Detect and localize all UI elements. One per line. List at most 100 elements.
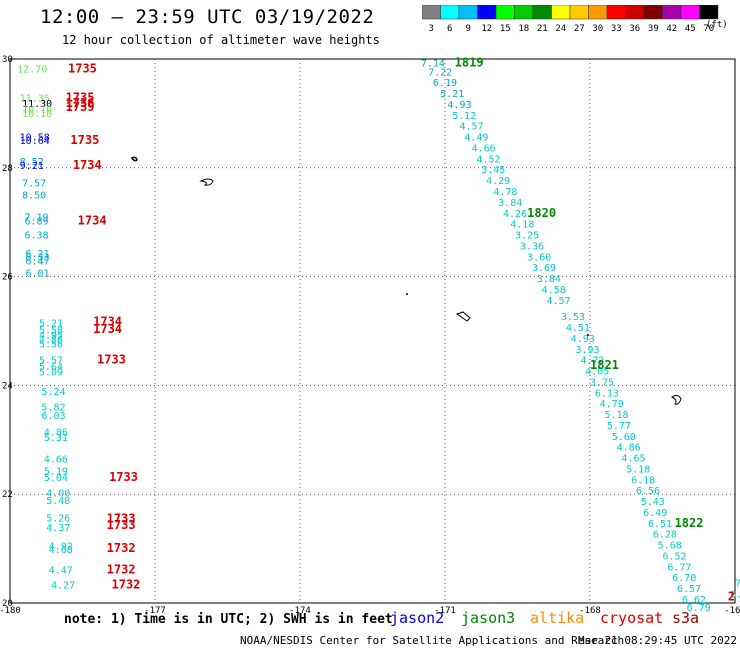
wave-height-value: 6.77 <box>667 562 691 573</box>
note-text: note: 1) Time is in UTC; 2) SWH is in fe… <box>64 612 393 627</box>
wave-height-value: 5.57 <box>39 356 63 367</box>
wave-height-value: 10.10 <box>22 104 52 115</box>
color-scale-label: 33 <box>611 24 622 34</box>
wave-height-value: 6.19 <box>433 78 457 89</box>
wave-height-value: 4.93 <box>447 100 471 111</box>
wave-height-value: 4.57 <box>460 122 484 133</box>
pass-time-label: 1733 <box>107 518 136 532</box>
wave-height-value: 6.13 <box>595 388 619 399</box>
wave-height-value: 4.66 <box>44 455 68 466</box>
pass-time-label: 1732 <box>107 541 136 555</box>
wave-height-value: 4.51 <box>566 323 590 334</box>
wave-height-value: 4.37 <box>46 523 70 534</box>
wave-height-value: 3.93 <box>576 345 600 356</box>
pass-time-label: 1732 <box>107 563 136 577</box>
wave-height-value: 6.01 <box>25 269 49 280</box>
map-axes: -180 -177 -174 -171 -168 -165 30 28 26 24 22 20 <box>0 55 740 616</box>
wave-height-value: 4.86 <box>617 443 641 454</box>
wave-height-value: 5.04 <box>44 473 68 484</box>
wave-height-value: 12.70 <box>17 65 47 76</box>
chart-subtitle: 12 hour collection of altimeter wave hei… <box>62 33 380 47</box>
wave-height-value: 4.95 <box>39 331 63 342</box>
color-scale-legend: 3 6 9 12 15 18 21 24 27 30 33 36 39 42 45 70 <box>422 5 719 34</box>
wave-height-value: 5.18 <box>605 410 629 421</box>
color-scale-label: 21 <box>537 24 548 34</box>
wave-height-value: 6.21 <box>25 249 49 260</box>
island-outline <box>671 394 682 405</box>
wave-height-value: 4.86 <box>44 427 68 438</box>
wave-height-value: 6.57 <box>677 584 701 595</box>
wave-height-value: 4.92 <box>49 542 73 553</box>
island-outline <box>130 156 138 162</box>
wave-height-value: 6.51 <box>648 519 672 530</box>
pass-time-label: 1735 <box>66 90 95 104</box>
lon-tick-label: -165 <box>724 606 740 616</box>
island-outline <box>199 178 214 186</box>
lat-tick-label: 24 <box>2 381 13 391</box>
wave-height-value: 3.69 <box>532 263 556 274</box>
wave-height-value: 4.00 <box>46 488 70 499</box>
wave-height-value: 5.09 <box>39 368 63 379</box>
wave-height-value: 5.21 <box>39 319 63 330</box>
pass-time-label: 1735 <box>70 133 99 147</box>
pass-time-label: 1734 <box>73 158 102 172</box>
wave-height-value: 3.53 <box>561 312 585 323</box>
color-scale-label: 3 <box>429 24 434 34</box>
wave-height-value: 7.54 <box>735 579 740 590</box>
color-scale-label: 12 <box>481 24 492 34</box>
wave-height-value: 6.47 <box>25 257 49 268</box>
color-scale-label: 45 <box>685 24 696 34</box>
chart-title: 12:00 – 23:59 UTC 03/19/2022 <box>40 6 375 28</box>
wave-height-value: 4.72 <box>580 356 604 367</box>
wave-height-value: 4.29 <box>486 176 510 187</box>
wave-height-value: 4.93 <box>571 334 595 345</box>
lat-tick-label: 22 <box>2 490 13 500</box>
satellite-legend-altika: altika <box>530 609 585 627</box>
lat-tick-label: 30 <box>2 55 13 65</box>
color-scale-label: 27 <box>574 24 585 34</box>
wave-height-value: 6.79 <box>687 603 711 614</box>
wave-height-value: 3.75 <box>590 377 614 388</box>
wave-height-value: 4.05 <box>585 367 609 378</box>
wave-height-value: 9.21 <box>20 161 44 172</box>
pass-time-label: 1732 <box>112 577 141 591</box>
wave-height-value: 5.21 <box>440 89 464 100</box>
pass-time-label: 1735 <box>68 62 97 76</box>
wave-height-value: 10.58 <box>20 133 50 144</box>
color-scale-label: 24 <box>555 24 566 34</box>
wave-height-value: 7.57 <box>22 178 46 189</box>
satellite-legend-s3a: s3a <box>672 609 700 627</box>
lon-tick-label: -174 <box>289 606 311 616</box>
wave-height-value: 11.30 <box>22 99 52 110</box>
wave-height-value: 4.26 <box>503 209 527 220</box>
island-outline <box>455 311 471 322</box>
wave-height-value: 5.68 <box>658 541 682 552</box>
wave-height-value: 6.18 <box>631 475 655 486</box>
pass-time-label: 1734 <box>93 322 122 336</box>
wave-height-value: 4.47 <box>49 566 73 577</box>
wave-height-value: 5.48 <box>46 496 70 507</box>
wave-height-value: 3.84 <box>537 274 561 285</box>
pass-time-label: 1733 <box>107 511 136 525</box>
color-scale-label: 70 <box>703 24 714 34</box>
wave-height-value: 6.33 <box>25 252 49 263</box>
pass-time-label: 1820 <box>527 206 556 220</box>
island-outlines <box>130 156 682 405</box>
wave-height-value: 7.22 <box>428 67 452 78</box>
wave-height-value: 4.57 <box>547 296 571 307</box>
island-outline <box>406 293 408 295</box>
wave-height-value: 5.26 <box>46 513 70 524</box>
wave-height-value: 5.82 <box>41 402 65 413</box>
pass-time-label: 1733 <box>109 470 138 484</box>
map-frame <box>9 58 736 604</box>
color-scale-label: 18 <box>518 24 529 34</box>
wave-height-value: 6.12 <box>730 590 740 601</box>
wave-height-value: 5.77 <box>607 421 631 432</box>
wave-height-value: 6.70 <box>672 573 696 584</box>
wave-height-value: 5.56 <box>39 339 63 350</box>
wave-height-value: 3.36 <box>520 241 544 252</box>
wave-height-value: 7.14 <box>421 59 445 70</box>
color-scale-label: 39 <box>648 24 659 34</box>
color-scale-label: 6 <box>447 24 452 34</box>
lat-tick-label: 28 <box>2 164 13 174</box>
